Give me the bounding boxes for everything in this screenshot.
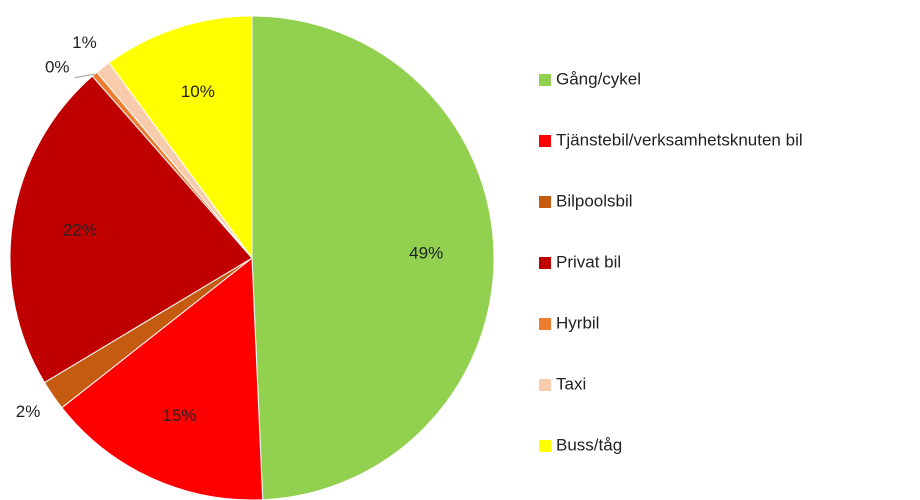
- leader-line: [74, 73, 95, 79]
- legend-swatch: [539, 74, 551, 86]
- legend-swatch: [539, 318, 551, 330]
- legend-swatch: [539, 379, 551, 391]
- data-label: 15%: [162, 406, 196, 425]
- legend-swatch: [539, 440, 551, 452]
- legend-swatch: [539, 135, 551, 147]
- data-label: 10%: [181, 82, 215, 101]
- pie-slice: [9, 75, 253, 384]
- legend-label: Buss/tåg: [556, 435, 622, 454]
- pie-slice: [251, 15, 495, 500]
- legend-label: Hyrbil: [556, 313, 599, 332]
- data-label: 1%: [72, 33, 97, 52]
- data-label: 49%: [409, 244, 443, 263]
- legend-swatch: [539, 196, 551, 208]
- legend-swatch: [539, 257, 551, 269]
- data-label: 22%: [63, 221, 97, 240]
- legend-label: Taxi: [556, 374, 586, 393]
- legend-label: Privat bil: [556, 252, 621, 271]
- pie-slice: [108, 15, 253, 260]
- data-label: 0%: [45, 58, 70, 77]
- legend-label: Tjänstebil/verksamhetsknuten bil: [556, 130, 803, 149]
- legend-label: Bilpoolsbil: [556, 191, 633, 210]
- data-label: 2%: [16, 402, 41, 421]
- legend-label: Gång/cykel: [556, 69, 641, 88]
